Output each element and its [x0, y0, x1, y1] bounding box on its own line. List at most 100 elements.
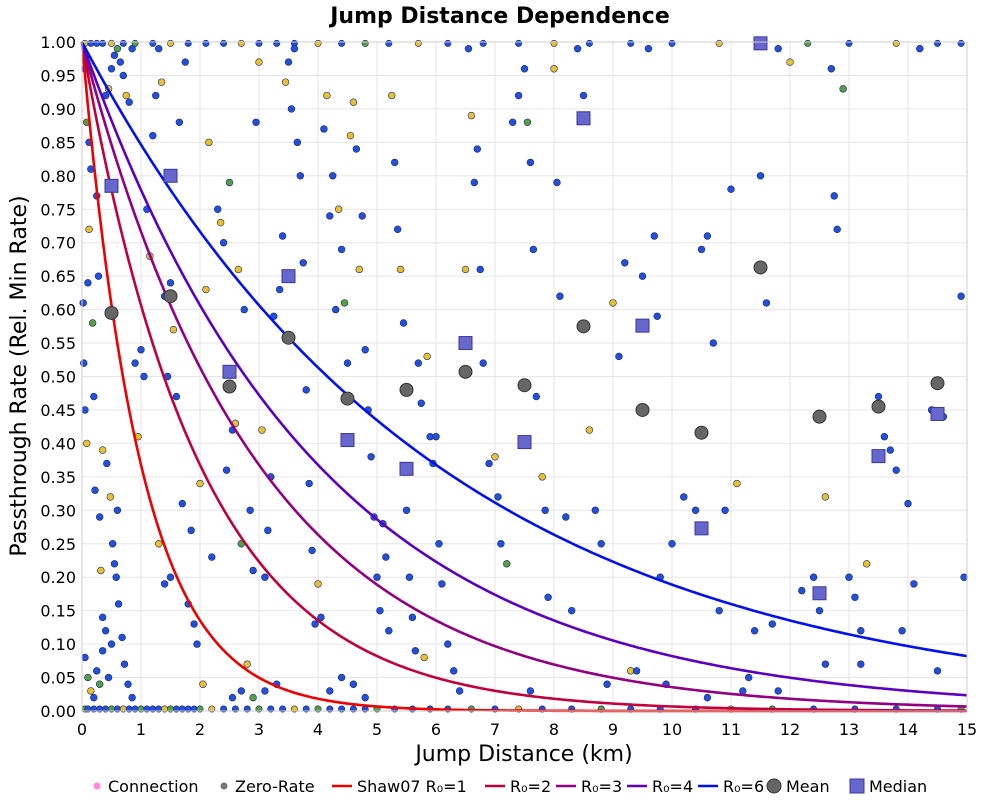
scatter-point [529, 245, 538, 254]
y-tick-label: 0.05 [40, 669, 76, 688]
scatter-point [83, 439, 91, 448]
scatter-point [476, 265, 484, 274]
scatter-point [84, 279, 92, 287]
mean-marker [340, 391, 355, 406]
scatter-point [118, 633, 126, 642]
scatter-point [467, 111, 476, 120]
scatter-point [264, 526, 272, 535]
top-rate-point [715, 39, 723, 47]
scatter-point [246, 506, 254, 514]
scatter-point [857, 660, 865, 668]
x-tick-label: 9 [608, 720, 618, 739]
top-rate-point [167, 39, 175, 47]
scatter-point [786, 58, 794, 66]
scatter-point [405, 573, 414, 581]
scatter-point [181, 58, 189, 66]
top-rate-point [585, 39, 593, 47]
scatter-point [373, 573, 381, 581]
scatter-point [815, 606, 824, 615]
scatter-point [523, 118, 532, 126]
legend-label: R₀=6 [723, 777, 764, 796]
median-marker [281, 269, 296, 284]
scatter-point [520, 65, 529, 73]
scatter-point [361, 693, 369, 702]
median-marker [517, 435, 532, 450]
scatter-point [125, 98, 133, 106]
scatter-point [417, 399, 425, 407]
scatter-points [79, 44, 968, 702]
scatter-point [349, 680, 358, 688]
top-rate-point [933, 39, 941, 47]
scatter-point [597, 540, 605, 548]
scatter-point [281, 78, 290, 86]
scatter-point [603, 680, 611, 688]
scatter-point [857, 627, 865, 635]
mean-marker [458, 364, 473, 379]
curve-r0-2 [80, 41, 968, 712]
scatter-point [933, 667, 942, 675]
scatter-point [332, 305, 340, 314]
scatter-point [957, 292, 965, 300]
y-tick-label: 0.30 [40, 501, 76, 520]
top-rate-point [149, 39, 157, 47]
scatter-point [727, 185, 735, 193]
scatter-point [155, 540, 163, 548]
scatter-point [680, 493, 688, 501]
scatter-point [296, 172, 304, 180]
scatter-point [703, 693, 712, 702]
scatter-point [302, 386, 310, 394]
scatter-point [851, 593, 859, 601]
scatter-point [169, 325, 178, 334]
scatter-point [97, 566, 105, 575]
scatter-point [839, 85, 847, 93]
mean-marker [812, 409, 827, 424]
scatter-point [644, 44, 653, 53]
scatter-point [323, 91, 331, 100]
scatter-point [193, 640, 201, 648]
y-axis-ticks: 0.00 0.05 0.10 0.15 0.20 0.25 0.30 0.35 0.40 0.45… [40, 33, 76, 721]
scatter-point [140, 372, 148, 381]
scatter-point [916, 44, 924, 53]
y-axis-label: Passthrough Rate (Rel. Min Rate) [7, 195, 32, 556]
scatter-point [827, 65, 835, 73]
scatter-point [234, 265, 243, 274]
scatter-point [190, 620, 198, 628]
mean-marker [163, 289, 178, 304]
top-rate-point [220, 39, 228, 47]
scatter-point [862, 560, 871, 568]
scatter-point [261, 687, 269, 695]
top-rate-point [892, 39, 900, 47]
scatter-point [352, 145, 361, 153]
y-tick-label: 0.80 [40, 167, 76, 186]
scatter-point [114, 600, 123, 608]
scatter-point [113, 44, 122, 53]
x-axis-label: Jump Distance (km) [413, 742, 632, 767]
scatter-point [80, 359, 88, 367]
mean-markers [104, 260, 945, 440]
scatter-point [886, 446, 894, 454]
scatter-point [343, 359, 352, 367]
scatter-point [101, 627, 110, 635]
scatter-point [84, 673, 92, 682]
scatter-point [293, 138, 302, 147]
scatter-point [526, 687, 535, 695]
x-tick-label: 8 [549, 720, 559, 739]
scatter-point [199, 680, 207, 688]
x-tick-label: 15 [957, 720, 977, 739]
scatter-point [491, 453, 499, 461]
y-tick-label: 0.60 [40, 301, 76, 320]
scatter-point [255, 58, 263, 66]
scatter-point [591, 506, 599, 514]
scatter-point [382, 553, 390, 561]
scatter-point [385, 627, 393, 635]
scatter-point [461, 265, 470, 274]
scatter-point [609, 299, 617, 307]
scatter-point [128, 44, 136, 53]
scatter-point [809, 573, 818, 581]
scatter-point [178, 499, 187, 508]
scatter-point [514, 91, 523, 100]
scatter-point [910, 580, 918, 588]
mean-marker [104, 305, 119, 320]
scatter-point [305, 479, 313, 488]
scatter-point [175, 118, 184, 126]
